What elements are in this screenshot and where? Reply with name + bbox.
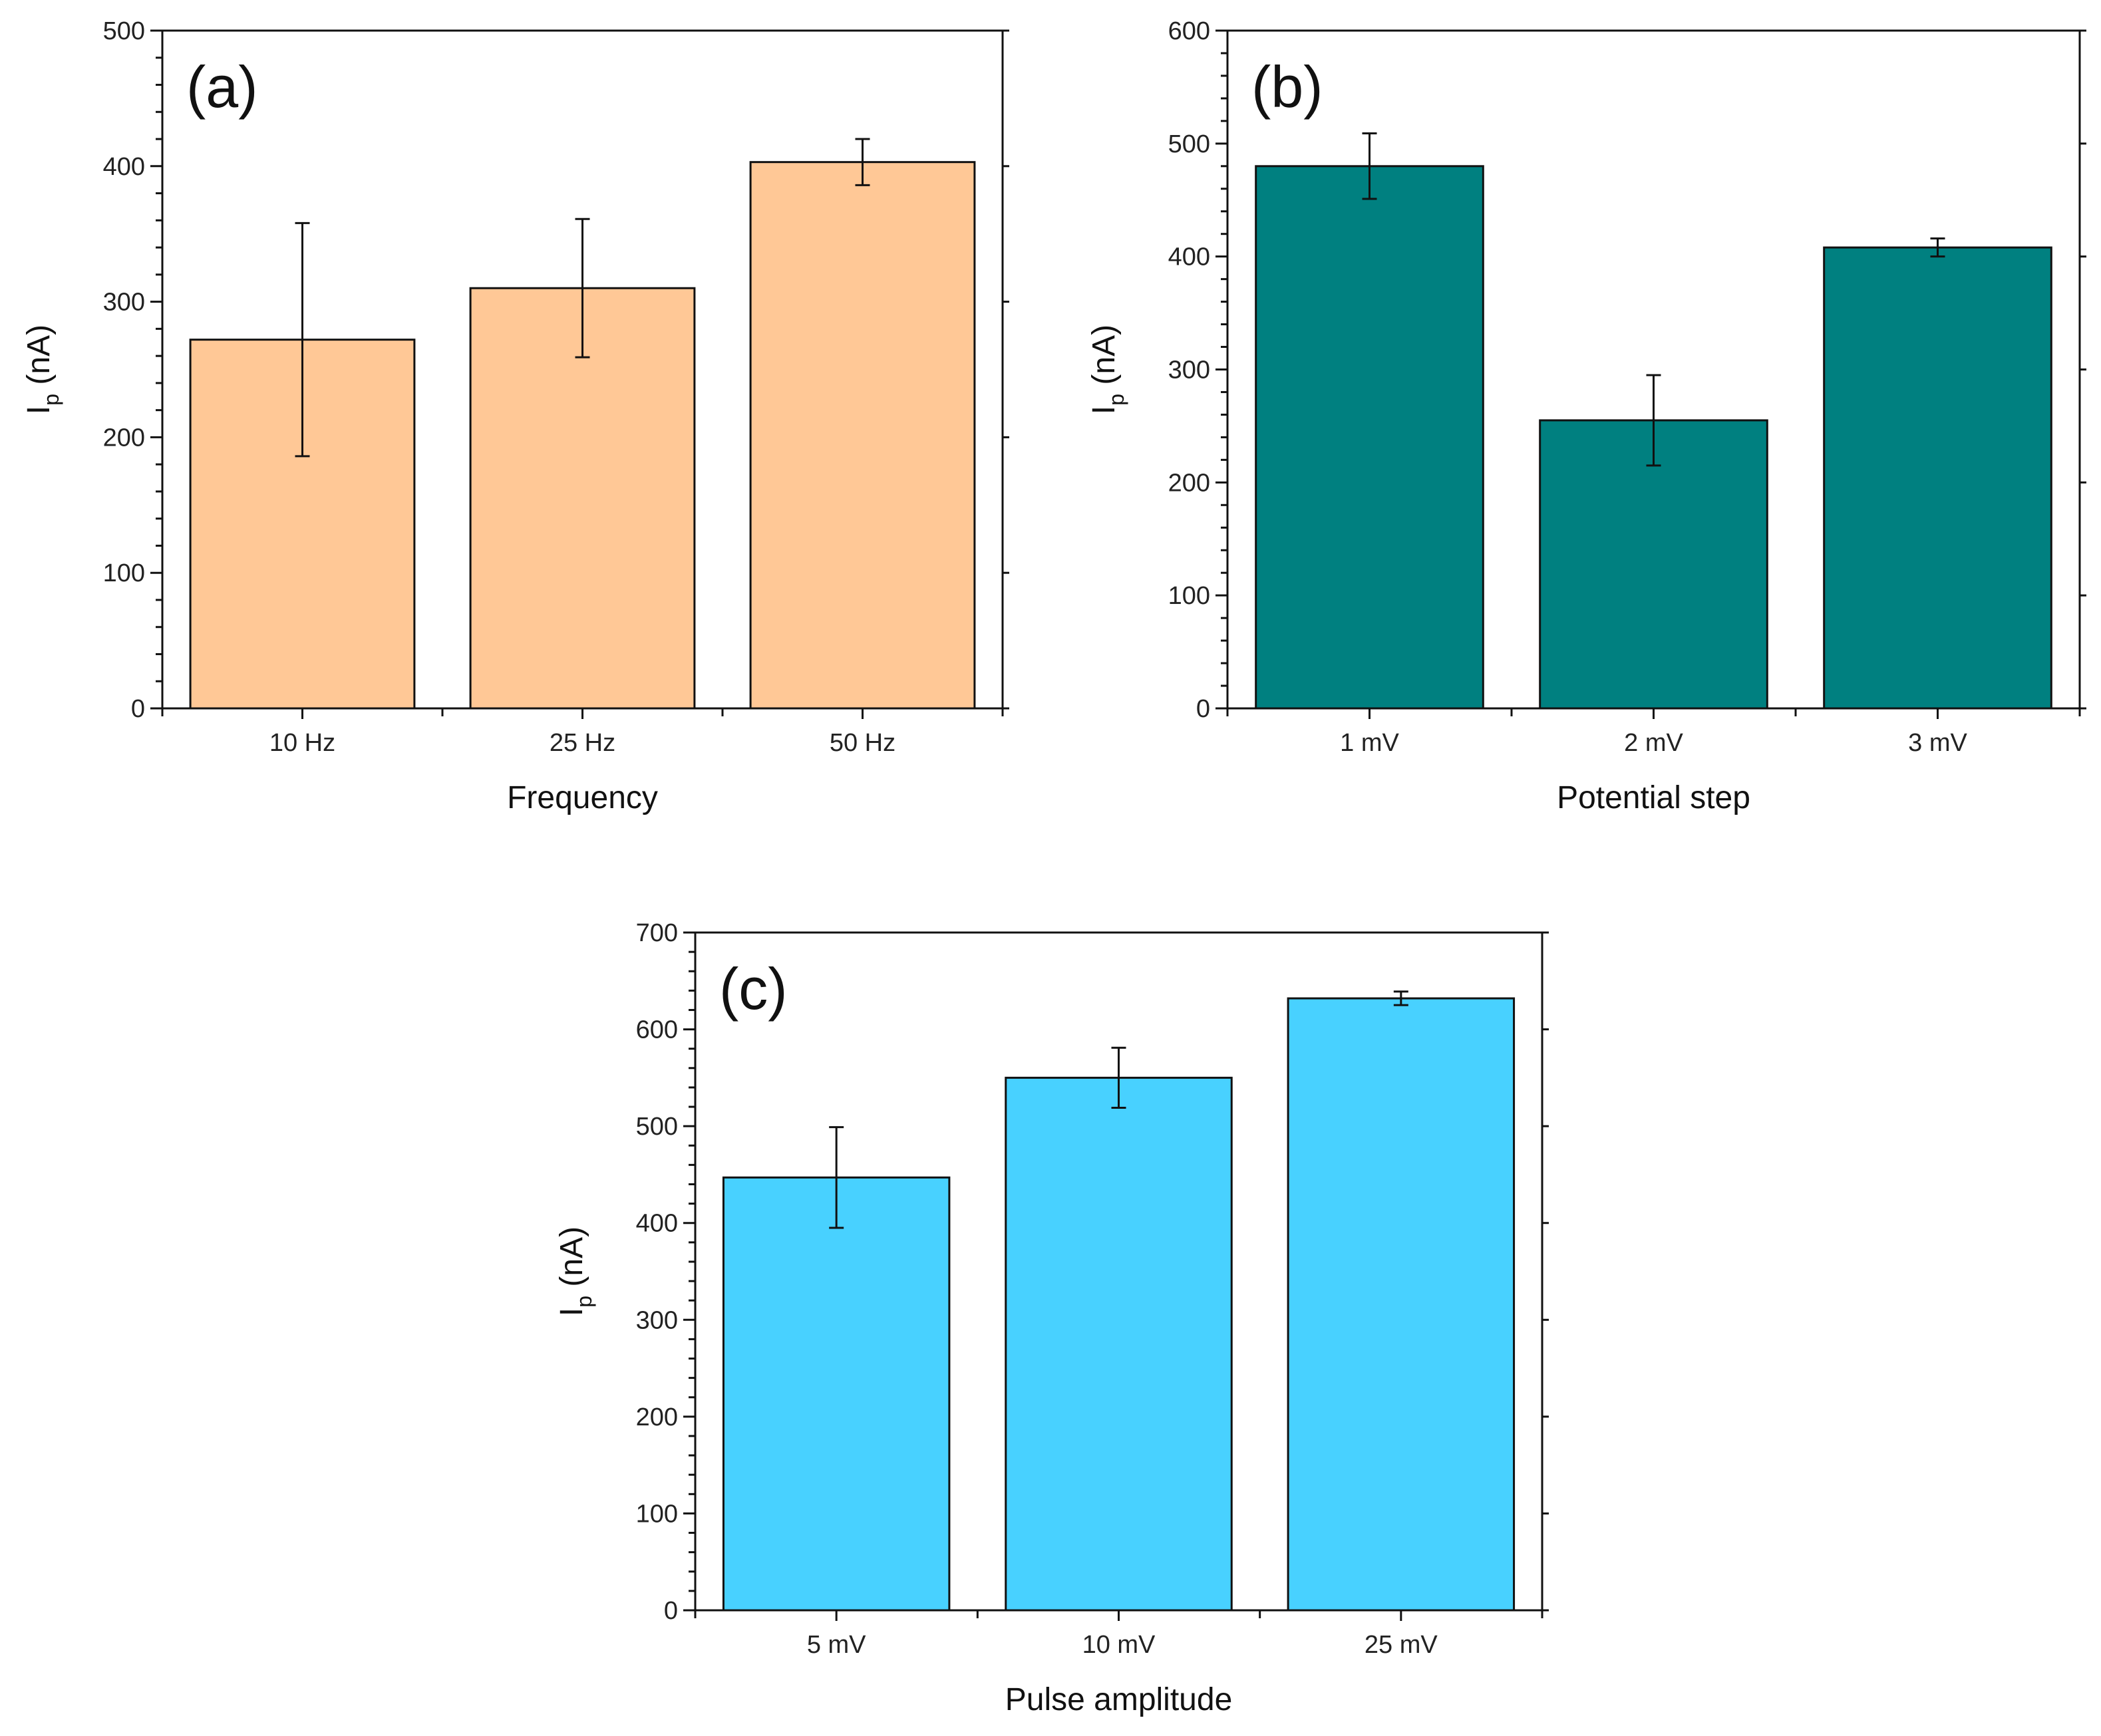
y-tick-label: 600 bbox=[636, 1016, 678, 1044]
error-bar-2 bbox=[1930, 237, 1945, 258]
x-tick-label: 10 mV bbox=[1082, 1631, 1156, 1659]
x-tick-label: 2 mV bbox=[1624, 729, 1683, 757]
y-axis-title-unit: (nA) bbox=[554, 1227, 589, 1296]
y-tick-label: 700 bbox=[636, 919, 678, 947]
y-tick-label: 400 bbox=[636, 1210, 678, 1238]
x-tick-label: 25 mV bbox=[1365, 1631, 1438, 1659]
y-tick-label: 600 bbox=[1168, 17, 1210, 45]
y-tick-label: 200 bbox=[1168, 469, 1210, 497]
bar-1 bbox=[1005, 1076, 1233, 1612]
y-axis-title-sub: p bbox=[1104, 394, 1128, 406]
chart-panel-a: 10 Hz 25 Hz 50 Hz 0 100 200 300 400 500 Frequency… bbox=[21, 17, 1009, 815]
x-axis-title: Frequency bbox=[507, 780, 658, 815]
y-tick-label: 100 bbox=[1168, 582, 1210, 610]
y-axis-title-main: I bbox=[21, 406, 57, 414]
y-tick-label: 0 bbox=[1196, 695, 1210, 723]
error-bar-2 bbox=[1393, 990, 1408, 1006]
chart-panel-b: 1 mV 2 mV 3 mV 0 100 200 300 400 500 600 Potential… bbox=[1086, 17, 2086, 815]
y-tick-label: 200 bbox=[103, 424, 145, 452]
y-axis-title-unit: (nA) bbox=[21, 325, 57, 394]
y-axis-title-sub: p bbox=[572, 1296, 596, 1308]
error-bar-0 bbox=[295, 221, 310, 458]
y-tick-label: 500 bbox=[636, 1113, 678, 1141]
x-axis-title: Potential step bbox=[1557, 780, 1750, 815]
y-tick-label: 400 bbox=[103, 153, 145, 181]
error-bar-1 bbox=[1111, 1046, 1126, 1109]
x-tick-label: 3 mV bbox=[1908, 729, 1967, 757]
bar-2 bbox=[1823, 246, 2052, 710]
error-bar-1 bbox=[575, 217, 590, 359]
x-tick-label: 50 Hz bbox=[830, 729, 895, 757]
y-axis-title-main: I bbox=[554, 1308, 589, 1316]
y-tick-label: 300 bbox=[636, 1306, 678, 1334]
panel-label: (b) bbox=[1251, 54, 1323, 120]
y-axis-title-unit: (nA) bbox=[1086, 325, 1122, 394]
error-bar-0 bbox=[1362, 132, 1377, 200]
y-axis-title: Ip (nA) bbox=[554, 1227, 596, 1316]
x-tick-label: 1 mV bbox=[1340, 729, 1399, 757]
y-tick-label: 0 bbox=[131, 695, 145, 723]
y-tick-label: 400 bbox=[1168, 243, 1210, 271]
chart-panel-c: 5 mV 10 mV 25 mV 0 100 200 300 400 500 600 700 Puls… bbox=[554, 919, 1549, 1717]
x-tick-label: 5 mV bbox=[807, 1631, 866, 1659]
panel-label: (c) bbox=[719, 956, 788, 1022]
bar-2 bbox=[749, 161, 976, 710]
plot-frame bbox=[161, 29, 1004, 710]
y-axis-title: Ip (nA) bbox=[1086, 325, 1128, 414]
bar-2 bbox=[1287, 997, 1516, 1612]
y-tick-label: 500 bbox=[1168, 130, 1210, 158]
x-axis-title: Pulse amplitude bbox=[1005, 1682, 1233, 1717]
y-tick-label: 300 bbox=[103, 289, 145, 317]
y-tick-label: 300 bbox=[1168, 357, 1210, 384]
error-bar-0 bbox=[829, 1126, 844, 1229]
y-axis-title-sub: p bbox=[39, 394, 63, 406]
error-bar-1 bbox=[1646, 374, 1661, 467]
x-tick-label: 25 Hz bbox=[550, 729, 615, 757]
bar-0 bbox=[722, 1176, 951, 1612]
y-tick-label: 200 bbox=[636, 1403, 678, 1431]
y-tick-label: 0 bbox=[664, 1597, 678, 1625]
bar-0 bbox=[1255, 165, 1484, 710]
bar-1 bbox=[1539, 419, 1768, 710]
x-tick-label: 10 Hz bbox=[269, 729, 335, 757]
panel-label: (a) bbox=[186, 54, 258, 120]
error-bar-2 bbox=[855, 138, 870, 186]
y-tick-label: 100 bbox=[636, 1500, 678, 1528]
y-axis-title-main: I bbox=[1086, 406, 1122, 414]
plot-frame bbox=[694, 931, 1543, 1612]
y-axis-title: Ip (nA) bbox=[21, 325, 63, 414]
y-tick-label: 100 bbox=[103, 559, 145, 587]
y-tick-label: 500 bbox=[103, 17, 145, 45]
